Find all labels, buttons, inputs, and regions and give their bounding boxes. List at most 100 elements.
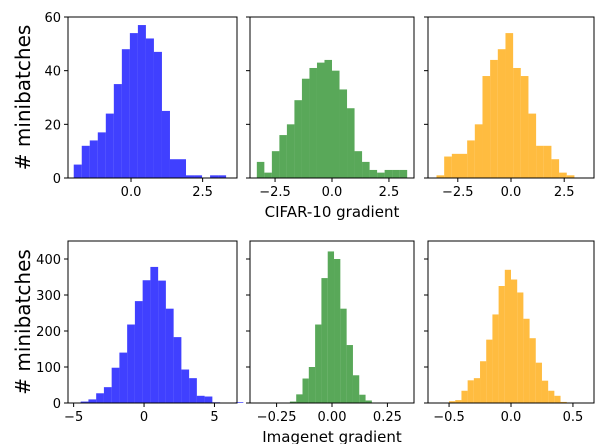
x-tick-label: −2.5: [259, 185, 291, 200]
histogram-bar: [554, 395, 561, 403]
histogram-bar: [177, 159, 187, 178]
y-tick-label: 20: [44, 118, 61, 133]
histogram-bar: [334, 259, 341, 403]
histogram-bar: [548, 390, 555, 403]
histogram-bar: [286, 124, 295, 178]
histogram-bar: [309, 67, 317, 178]
axes-frame: [67, 16, 238, 179]
x-tick-label: −2.5: [442, 185, 474, 200]
histogram-bar: [436, 175, 445, 178]
histogram-bar: [492, 314, 499, 403]
histogram-bar: [444, 156, 452, 178]
histogram-bar: [482, 76, 491, 178]
histogram-bar: [528, 113, 537, 178]
y-axis-label: # minibatches: [11, 249, 35, 395]
histogram-bar: [196, 395, 205, 403]
x-tick-label: 5: [210, 410, 218, 425]
x-tick-label: 0.0: [322, 185, 343, 200]
histogram-bar: [137, 25, 146, 178]
y-axis-label: # minibatches: [11, 25, 35, 171]
histogram-bar: [473, 378, 481, 403]
histogram-bar: [88, 399, 97, 403]
histogram-bar: [165, 308, 174, 403]
histogram-bar: [504, 269, 511, 403]
histogram-bar: [455, 400, 462, 403]
x-tick-label: 0.00: [318, 410, 347, 425]
x-tick-label: 2.5: [379, 185, 400, 200]
histogram-bar: [173, 337, 182, 403]
histogram-bar: [377, 172, 385, 178]
histogram-bar: [461, 390, 468, 403]
histogram-bar: [142, 280, 151, 403]
histogram-bar: [210, 175, 219, 178]
histogram-bar: [308, 367, 316, 403]
histogram-bar: [119, 352, 128, 403]
x-tick-label: 2.5: [554, 185, 575, 200]
histogram-bar: [365, 400, 372, 403]
x-tick-label: 0.0: [501, 185, 522, 200]
y-tick-label: 300: [36, 289, 61, 304]
histogram-bar: [467, 380, 474, 403]
histogram-bar: [327, 251, 335, 403]
y-tick-label: 60: [44, 11, 61, 26]
histogram-bar: [145, 38, 154, 178]
histogram-bar: [346, 345, 353, 403]
x-tick-label: 2.5: [192, 185, 213, 200]
histogram-bar: [505, 33, 514, 178]
x-tick-label: −0.25: [257, 410, 297, 425]
histogram-bar: [332, 70, 340, 178]
histogram-bar: [134, 301, 143, 403]
histogram-bar: [296, 394, 303, 403]
histogram-bar: [559, 172, 567, 178]
histogram-bar: [560, 401, 567, 403]
histogram-bar: [535, 362, 542, 403]
y-tick-label: 200: [36, 325, 61, 340]
histogram-bar: [340, 308, 347, 403]
histogram-bar: [543, 145, 552, 178]
histogram-bar: [513, 67, 521, 178]
x-axis-label: Imagenet gradient: [262, 428, 402, 444]
histogram-bar: [294, 100, 302, 178]
histogram-bar: [105, 113, 114, 178]
x-tick-label: 0.5: [563, 410, 584, 425]
y-tick-label: 0: [53, 172, 61, 187]
histogram-bar: [339, 89, 348, 178]
histogram-bar: [536, 145, 544, 178]
histogram-bar: [264, 172, 272, 178]
histogram-bar: [127, 324, 135, 403]
histogram-bar: [73, 164, 82, 178]
histogram-bar: [511, 279, 518, 403]
histogram-bar: [256, 161, 265, 178]
histogram-bar: [271, 151, 280, 178]
histogram-bar: [158, 280, 166, 403]
histogram-bar: [517, 292, 524, 403]
histogram-bar: [486, 339, 493, 403]
histogram-bar: [316, 62, 325, 179]
histogram-bar: [153, 51, 162, 178]
histogram-bar: [347, 108, 355, 178]
histogram-bar: [359, 394, 366, 403]
histogram-bar: [566, 175, 575, 178]
histogram-bar: [498, 286, 505, 403]
histogram-bar: [235, 402, 244, 403]
histogram-bar: [103, 387, 112, 403]
y-tick-label: 0: [53, 397, 61, 412]
histogram-bar: [480, 361, 487, 403]
histogram-bar: [523, 318, 530, 403]
x-tick-label: 0: [140, 410, 148, 425]
y-tick-label: 40: [44, 65, 61, 80]
histogram-bar: [279, 135, 287, 178]
histogram-bar: [161, 110, 170, 178]
histogram-bar: [81, 145, 90, 178]
histogram-bar: [490, 59, 498, 178]
histogram-bar: [467, 140, 475, 178]
histogram-bar: [302, 378, 309, 403]
histogram-bar: [399, 169, 408, 178]
histogram-bar: [289, 401, 297, 403]
histogram-bar: [451, 153, 460, 178]
histogram-bar: [315, 324, 322, 403]
x-tick-label: −0.5: [433, 410, 465, 425]
histogram-bar: [121, 49, 130, 179]
histogram-bar: [97, 132, 106, 178]
